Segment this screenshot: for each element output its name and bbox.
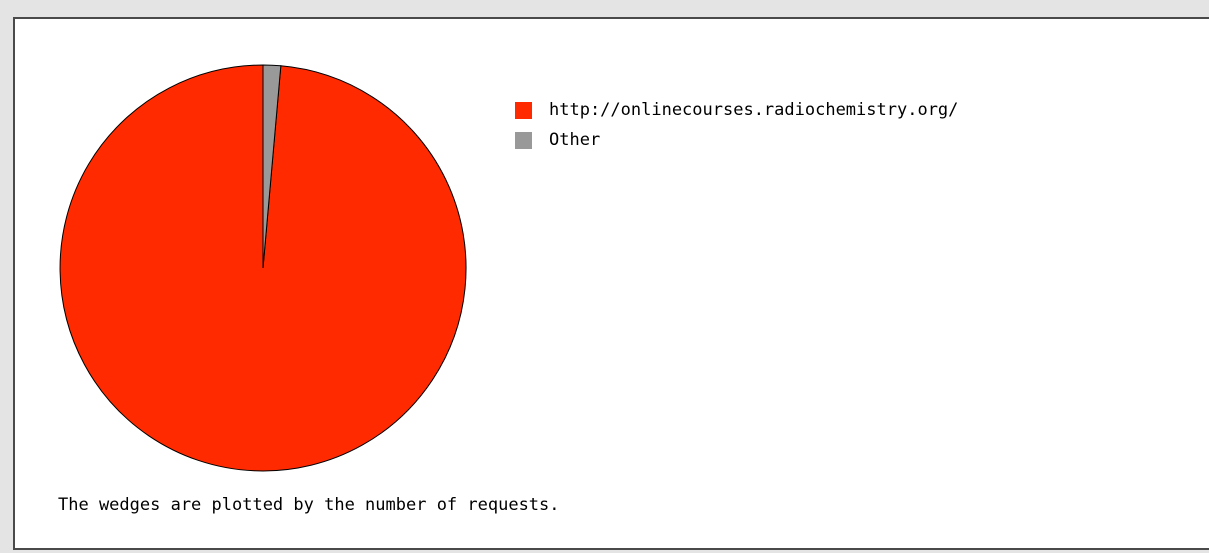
chart-frame: http://onlinecourses.radiochemistry.org/… <box>13 17 1209 550</box>
legend-label: Other <box>549 130 601 150</box>
pie-chart <box>59 64 467 472</box>
legend-label: http://onlinecourses.radiochemistry.org/ <box>549 100 959 120</box>
chart-caption: The wedges are plotted by the number of … <box>58 495 560 515</box>
legend-swatch <box>515 101 532 119</box>
legend: http://onlinecourses.radiochemistry.org/… <box>515 95 958 155</box>
legend-item: Other <box>515 125 958 155</box>
pie-slice-other <box>262 64 282 269</box>
legend-swatch <box>515 131 532 149</box>
legend-item: http://onlinecourses.radiochemistry.org/ <box>515 95 958 125</box>
